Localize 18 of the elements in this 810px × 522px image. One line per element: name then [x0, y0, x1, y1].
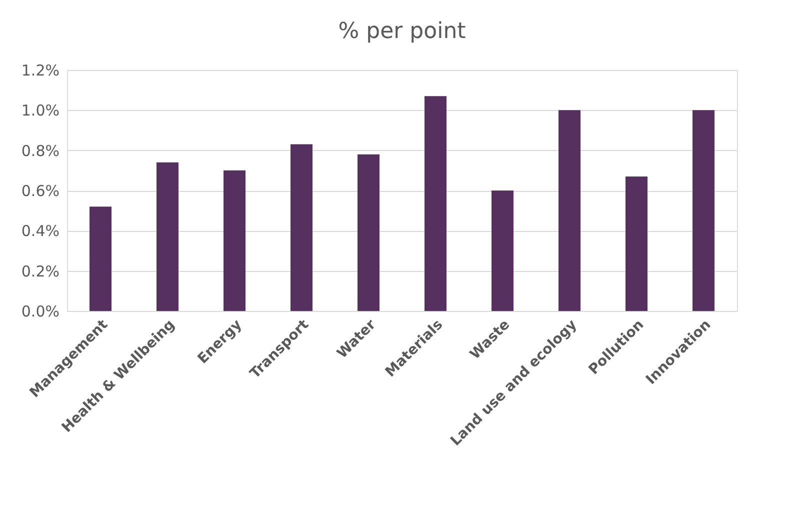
y-tick-label: 0.0% — [21, 302, 60, 320]
bar — [290, 144, 312, 311]
bar — [692, 110, 714, 311]
bar — [156, 162, 178, 311]
bar — [492, 190, 514, 311]
y-tick-label: 0.6% — [21, 182, 60, 200]
bar — [558, 110, 580, 311]
bar — [358, 154, 380, 311]
y-tick-label: 0.8% — [21, 142, 60, 160]
bar — [626, 176, 648, 311]
y-tick-label: 0.2% — [21, 262, 60, 280]
bar — [224, 170, 246, 311]
y-tick-label: 1.0% — [21, 102, 60, 120]
y-tick-label: 0.4% — [21, 222, 60, 240]
bar — [90, 206, 112, 311]
bar — [424, 96, 446, 311]
chart-title: % per point — [338, 19, 466, 44]
y-tick-label: 1.2% — [21, 62, 60, 80]
